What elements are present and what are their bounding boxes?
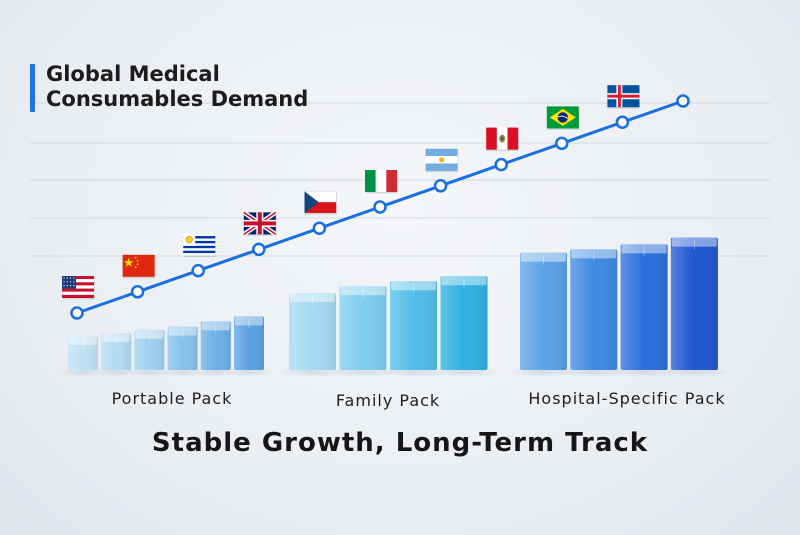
- argentina-flag: [425, 148, 459, 173]
- trend-point-5: [312, 221, 327, 235]
- trend-point-2: [130, 285, 145, 299]
- bar-cap: [621, 244, 667, 254]
- bar-shine: [134, 329, 165, 370]
- iceland-flag: [607, 85, 640, 109]
- peru-flag: [486, 127, 519, 152]
- bar-2-4: [440, 276, 488, 370]
- bar-3-3: [620, 244, 668, 370]
- bar-shine: [289, 292, 336, 370]
- bar-shine: [101, 333, 132, 370]
- flags: [62, 85, 640, 300]
- bar-shine: [440, 276, 488, 370]
- trend-point-3: [191, 263, 205, 278]
- bar-2-3: [390, 281, 437, 370]
- category-label-family: Family Pack: [335, 391, 441, 410]
- bar-cap: [235, 316, 263, 326]
- italy-flag: [365, 170, 398, 194]
- bar-cap: [521, 252, 566, 262]
- bar-shine: [68, 336, 98, 370]
- uk-flag: [242, 210, 278, 237]
- bar-shine: [234, 316, 264, 370]
- title-line-2: Consumables Demand: [46, 87, 309, 111]
- gridlines: [30, 102, 770, 257]
- bar-shine: [670, 237, 718, 370]
- category-label-portable: Portable Pack: [111, 389, 233, 408]
- bar-3-1: [520, 252, 567, 370]
- trend-point-8: [494, 157, 508, 172]
- title-accent-bar: [30, 64, 35, 112]
- brazil-flag: [546, 106, 580, 130]
- bar-cap: [102, 333, 131, 343]
- bar-cap: [391, 281, 436, 291]
- bar-shine: [570, 249, 618, 370]
- bar-cap: [69, 336, 97, 345]
- chart-title: Global Medical Consumables Demand: [30, 62, 308, 112]
- bar-shine: [200, 321, 231, 370]
- bar-1-2: [101, 333, 132, 370]
- bar-2-1: [289, 292, 336, 370]
- trend-line: [70, 94, 690, 320]
- category-label-hospital: Hospital-Specific Pack: [528, 389, 726, 408]
- title-line-1: Global Medical: [46, 62, 220, 86]
- trend-point-1: [70, 306, 84, 320]
- bar-3-4: [670, 237, 718, 370]
- uruguay-flag: [183, 233, 216, 258]
- bar-shine: [390, 281, 437, 370]
- usa-flag: [62, 276, 95, 300]
- czech-flag: [304, 190, 337, 215]
- trend-point-11: [676, 94, 690, 108]
- bar-1-3: [134, 329, 165, 370]
- bar-cap: [201, 321, 230, 331]
- bar-3-2: [570, 249, 618, 370]
- bar-1-1: [68, 336, 98, 370]
- trend-point-9: [555, 136, 569, 151]
- bar-cap: [441, 276, 487, 286]
- bar-cap: [135, 329, 164, 339]
- bar-cap: [340, 286, 386, 296]
- bar-cap: [671, 237, 717, 247]
- bar-1-6: [234, 316, 264, 370]
- bar-shine: [339, 286, 387, 370]
- bar-1-4: [167, 326, 198, 370]
- trend-point-7: [433, 179, 448, 193]
- bar-shine: [167, 326, 198, 370]
- bar-shine: [620, 244, 668, 370]
- china-flag: [122, 254, 156, 279]
- chart-subtitle: Stable Growth, Long-Term Track: [151, 428, 649, 458]
- trend-point-10: [615, 115, 630, 129]
- bar-cap: [290, 292, 335, 302]
- bar-shine: [520, 252, 567, 370]
- bar-cap: [571, 249, 617, 259]
- bar-cap: [168, 326, 197, 336]
- bar-2-2: [339, 286, 387, 370]
- trend-point-6: [373, 200, 387, 214]
- bar-1-5: [200, 321, 231, 370]
- bars: [68, 237, 718, 370]
- trend-point-4: [252, 242, 266, 257]
